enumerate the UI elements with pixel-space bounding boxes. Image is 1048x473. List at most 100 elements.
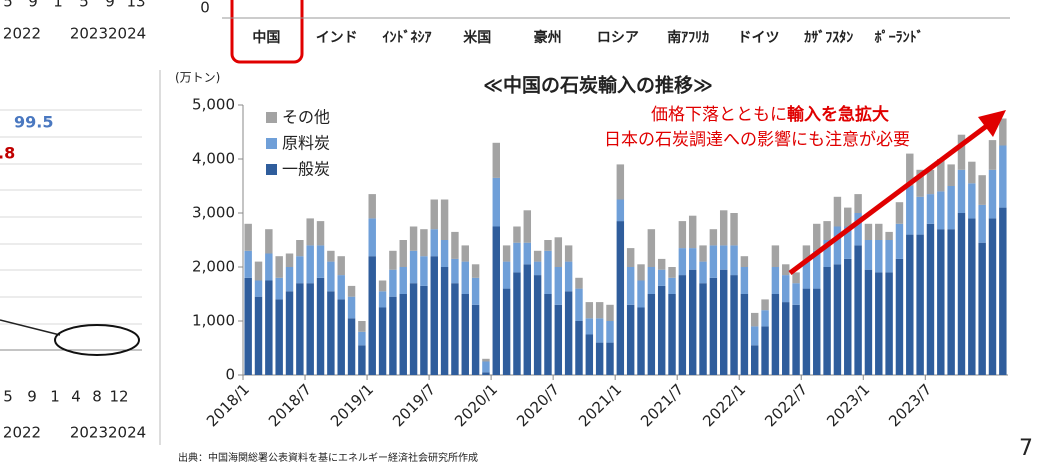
bar-segment bbox=[844, 207, 852, 227]
trend-arrow bbox=[788, 119, 994, 276]
red-label: .8 bbox=[0, 144, 15, 163]
bar-segment bbox=[854, 245, 862, 375]
page-number: 7 bbox=[1019, 436, 1033, 461]
year-label: 20232024 bbox=[70, 25, 146, 43]
bar-segment bbox=[916, 169, 924, 197]
bar-segment bbox=[368, 218, 376, 257]
bar-segment bbox=[792, 304, 800, 375]
x-tick-label: 2022/7 bbox=[761, 380, 811, 430]
bar-segment bbox=[947, 164, 955, 186]
bar-segment bbox=[265, 229, 273, 254]
unit-label: (万トン) bbox=[175, 71, 220, 85]
bar-segment bbox=[461, 294, 469, 375]
bar-segment bbox=[782, 275, 790, 303]
year-label: 2022 bbox=[3, 25, 41, 43]
bar-segment bbox=[378, 307, 387, 375]
bar-segment bbox=[699, 283, 707, 375]
bar-segment bbox=[751, 345, 759, 375]
bar-segment bbox=[275, 299, 283, 375]
x-tick-label: 2021/1 bbox=[575, 380, 625, 430]
bar-segment bbox=[668, 294, 676, 375]
bar-segment bbox=[244, 223, 252, 251]
bar-segment bbox=[389, 250, 397, 270]
bar-segment bbox=[254, 296, 263, 375]
bar-segment bbox=[968, 183, 976, 219]
bar-segment bbox=[719, 269, 728, 375]
bar-segment bbox=[616, 199, 625, 222]
x-tick-label: 2021/7 bbox=[637, 380, 687, 430]
highlight-ellipse bbox=[54, 324, 140, 356]
bar-segment bbox=[968, 218, 976, 375]
x-tick-label: 8 bbox=[92, 388, 102, 406]
bar-segment bbox=[358, 331, 366, 346]
bar-segment bbox=[523, 264, 532, 375]
bar-segment bbox=[792, 283, 800, 305]
bar-segment bbox=[327, 250, 335, 262]
connector bbox=[0, 319, 61, 336]
bar-segment bbox=[285, 253, 294, 267]
bar-segment bbox=[595, 342, 604, 375]
bar-segment bbox=[409, 226, 418, 251]
bar-segment bbox=[585, 302, 594, 319]
bar-segment bbox=[813, 250, 821, 289]
x-tick-label: 9 bbox=[28, 0, 38, 11]
x-tick-label: 2018/1 bbox=[203, 380, 253, 430]
bar-segment bbox=[409, 250, 418, 284]
bar-segment bbox=[471, 264, 480, 278]
x-tick-label: 4 bbox=[71, 388, 81, 406]
annotation: 日本の石炭調達への影響にも注意が必要 bbox=[604, 130, 910, 150]
bar-segment bbox=[730, 245, 738, 276]
x-tick-label: 1 bbox=[53, 0, 63, 11]
bar-segment bbox=[296, 256, 304, 284]
bar-segment bbox=[864, 269, 873, 375]
bar-segment bbox=[337, 275, 345, 300]
x-tick-label: 2019/7 bbox=[389, 380, 439, 430]
bar-segment bbox=[471, 277, 480, 305]
x-tick-label: 9 bbox=[27, 388, 37, 406]
bar-segment bbox=[854, 213, 862, 246]
bar-segment bbox=[978, 204, 986, 243]
bar-segment bbox=[306, 283, 314, 375]
bar-segment bbox=[637, 280, 645, 308]
bar-segment bbox=[854, 194, 862, 213]
bar-segment bbox=[389, 296, 397, 375]
bar-segment bbox=[937, 229, 945, 375]
bar-segment bbox=[895, 258, 904, 375]
bar-segment bbox=[451, 258, 459, 284]
bar-segment bbox=[761, 326, 769, 375]
chart-title: ≪中国の石炭輸入の推移≫ bbox=[483, 74, 713, 97]
trend-arrow-head bbox=[978, 110, 1006, 137]
bar-segment bbox=[999, 207, 1007, 375]
bar-segment bbox=[813, 288, 821, 375]
bar-segment bbox=[254, 261, 263, 281]
bar-segment bbox=[533, 261, 542, 276]
x-tick-label: ロシア bbox=[597, 30, 639, 46]
bar-segment bbox=[844, 258, 852, 375]
bar-segment bbox=[554, 304, 563, 375]
bar-segment bbox=[492, 177, 500, 227]
annotation: 価格下落とともに輸入を急拡大 bbox=[651, 104, 889, 125]
x-tick-label: 2023/1 bbox=[823, 380, 873, 430]
bar-segment bbox=[626, 267, 635, 305]
bar-segment bbox=[533, 250, 542, 262]
annotation-part: 価格下落とともに bbox=[651, 105, 787, 125]
legend-label: その他 bbox=[282, 108, 330, 127]
x-tick-label: 2020/7 bbox=[513, 380, 563, 430]
bar-segment bbox=[285, 291, 294, 375]
x-tick-label: 南ｱﾌﾘｶ bbox=[667, 29, 709, 46]
bar-segment bbox=[471, 304, 480, 375]
bar-segment bbox=[657, 269, 666, 286]
bar-segment bbox=[709, 245, 718, 278]
bar-segment bbox=[823, 267, 831, 375]
bar-segment bbox=[782, 264, 790, 276]
x-tick-label: 米国 bbox=[463, 29, 491, 46]
bar-segment bbox=[709, 277, 718, 375]
bar-segment bbox=[947, 229, 955, 375]
annotation-part: 輸入を急拡大 bbox=[787, 104, 889, 125]
x-tick-label: ｲﾝﾄﾞﾈｼｱ bbox=[383, 29, 432, 46]
bar-segment bbox=[978, 175, 986, 205]
bar-segment bbox=[347, 296, 356, 319]
bar-segment bbox=[378, 291, 387, 308]
bar-segment bbox=[802, 261, 811, 289]
bar-segment bbox=[399, 294, 407, 375]
